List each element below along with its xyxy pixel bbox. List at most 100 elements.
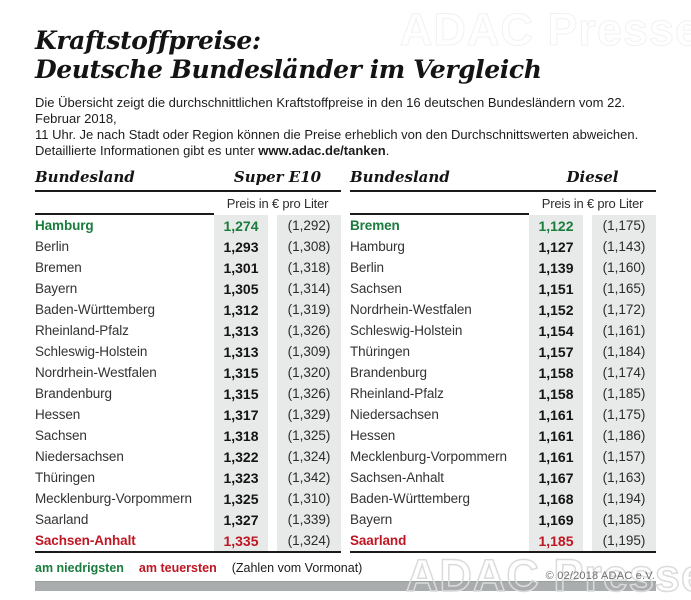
region-name: Baden-Württemberg: [35, 302, 155, 317]
column-gap: [583, 446, 592, 467]
table-row: Sachsen-Anhalt 1,167 (1,163): [350, 467, 656, 488]
prev-month-value: (1,324): [277, 530, 341, 551]
column-gap: [583, 299, 592, 320]
intro-line-2: 11 Uhr. Je nach Stadt oder Region können…: [35, 127, 639, 142]
title-line-2: Deutsche Bundesländer im Vergleich: [35, 55, 542, 84]
prev-month-value: (1,325): [277, 425, 341, 446]
price-value: 1,293: [214, 236, 268, 257]
price-value: 1,315: [214, 362, 268, 383]
region-name: Berlin: [35, 239, 69, 254]
super-e10-table-body: Hamburg 1,274 (1,292) Berlin 1,293 (1,308) Bre…: [35, 215, 341, 551]
price-value: 1,315: [214, 383, 268, 404]
table-row: Sachsen 1,151 (1,165): [350, 278, 656, 299]
diesel-subheader-row: Preis in € pro Liter: [350, 192, 656, 215]
price-value: 1,318: [214, 425, 268, 446]
region-name: Nordrhein-Westfalen: [350, 302, 472, 317]
column-gap: [268, 320, 277, 341]
region-name: Bayern: [350, 512, 393, 527]
table-row: Thüringen 1,323 (1,342): [35, 467, 341, 488]
prev-month-value: (1,185): [592, 509, 656, 530]
page-title: Kraftstoffpreise: Deutsche Bundesländer …: [35, 26, 656, 84]
region-name: Brandenburg: [35, 386, 112, 401]
column-gap: [583, 404, 592, 425]
column-gap: [583, 320, 592, 341]
price-value: 1,274: [214, 215, 268, 236]
column-gap: [268, 236, 277, 257]
price-unit-label: Preis in € pro Liter: [226, 196, 329, 211]
legend-note: (Zahlen vom Vormonat): [231, 561, 363, 575]
prev-month-value: (1,143): [592, 236, 656, 257]
region-name: Rheinland-Pfalz: [35, 323, 129, 338]
price-value: 1,313: [214, 320, 268, 341]
adac-url: www.adac.de/tanken: [258, 143, 386, 158]
table-row: Mecklenburg-Vorpommern 1,161 (1,157): [350, 446, 656, 467]
super-e10-subheader-row: Preis in € pro Liter: [35, 192, 341, 215]
price-value: 1,323: [214, 467, 268, 488]
legend: am niedrigsten am teuersten (Zahlen vom …: [35, 561, 656, 575]
table-row: Bremen 1,301 (1,318): [35, 257, 341, 278]
column-header-bundesland: Bundesland: [350, 168, 450, 186]
table-row: Saarland 1,185 (1,195): [350, 530, 656, 551]
table-row: Niedersachsen 1,161 (1,175): [350, 404, 656, 425]
subheader-rule: [35, 192, 214, 215]
intro-line-3: Detaillierte Informationen gibt es unter: [35, 143, 259, 158]
prev-month-value: (1,308): [277, 236, 341, 257]
table-row: Schleswig-Holstein 1,154 (1,161): [350, 320, 656, 341]
region-name: Nordrhein-Westfalen: [35, 365, 157, 380]
column-gap: [268, 404, 277, 425]
column-gap: [268, 362, 277, 383]
table-row: Bayern 1,169 (1,185): [350, 509, 656, 530]
column-gap: [583, 278, 592, 299]
intro-text: Die Übersicht zeigt die durchschnittlich…: [35, 95, 656, 159]
price-value: 1,157: [529, 341, 583, 362]
region-name: Saarland: [35, 512, 89, 527]
column-header-fuel-super-e10: Super E10: [233, 168, 322, 186]
column-gap: [583, 362, 592, 383]
region-name: Berlin: [350, 260, 384, 275]
legend-lowest: am niedrigsten: [35, 561, 124, 575]
region-name: Bremen: [35, 260, 82, 275]
region-name: Saarland: [350, 533, 407, 548]
region-name: Bayern: [35, 281, 78, 296]
region-name: Hessen: [350, 428, 396, 443]
column-gap: [268, 530, 277, 551]
column-gap: [268, 278, 277, 299]
price-tables: Bundesland Super E10 Preis in € pro Lite…: [35, 168, 656, 553]
column-gap: [583, 383, 592, 404]
prev-month-value: (1,185): [592, 383, 656, 404]
prev-month-value: (1,157): [592, 446, 656, 467]
region-name: Baden-Württemberg: [350, 491, 470, 506]
subheader-rule: [350, 192, 529, 215]
table-row: Baden-Württemberg 1,312 (1,319): [35, 299, 341, 320]
price-value: 1,317: [214, 404, 268, 425]
region-name: Hamburg: [35, 218, 94, 233]
prev-month-value: (1,174): [592, 362, 656, 383]
prev-month-value: (1,175): [592, 404, 656, 425]
prev-month-value: (1,175): [592, 215, 656, 236]
region-name: Hessen: [35, 407, 81, 422]
region-name: Niedersachsen: [350, 407, 439, 422]
price-unit-label: Preis in € pro Liter: [541, 196, 644, 211]
table-row: Nordrhein-Westfalen 1,152 (1,172): [350, 299, 656, 320]
column-gap: [268, 467, 277, 488]
column-header-bundesland: Bundesland: [35, 168, 135, 186]
region-name: Schleswig-Holstein: [350, 323, 463, 338]
region-name: Sachsen-Anhalt: [35, 533, 136, 548]
table-row: Schleswig-Holstein 1,313 (1,309): [35, 341, 341, 362]
price-value: 1,312: [214, 299, 268, 320]
table-row: Hamburg 1,274 (1,292): [35, 215, 341, 236]
region-name: Schleswig-Holstein: [35, 344, 148, 359]
column-header-fuel-diesel: Diesel: [566, 168, 619, 186]
price-value: 1,335: [214, 530, 268, 551]
price-value: 1,167: [529, 467, 583, 488]
table-row: Hessen 1,317 (1,329): [35, 404, 341, 425]
table-row: Hamburg 1,127 (1,143): [350, 236, 656, 257]
table-row: Baden-Württemberg 1,168 (1,194): [350, 488, 656, 509]
region-name: Rheinland-Pfalz: [350, 386, 444, 401]
price-value: 1,325: [214, 488, 268, 509]
price-value: 1,161: [529, 425, 583, 446]
price-value: 1,152: [529, 299, 583, 320]
table-row: Niedersachsen 1,322 (1,324): [35, 446, 341, 467]
column-gap: [583, 425, 592, 446]
price-value: 1,313: [214, 341, 268, 362]
